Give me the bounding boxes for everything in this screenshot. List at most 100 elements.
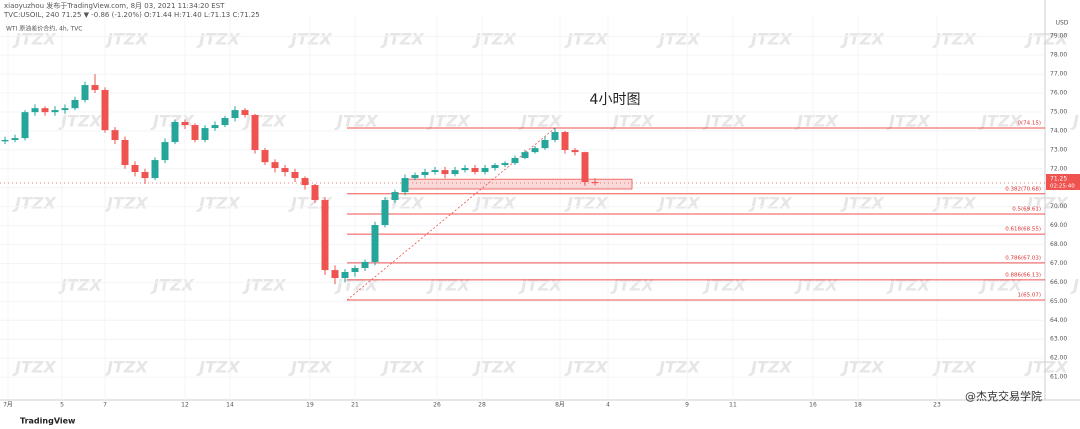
candle-body: [211, 125, 219, 129]
x-tick-label: 8月: [555, 402, 565, 409]
y-tick-label: 70.00: [1050, 203, 1067, 210]
y-tick-label: 65.00: [1050, 298, 1067, 305]
watermark: JTZX: [656, 358, 700, 377]
candle-body: [401, 178, 409, 193]
candle-body: [191, 125, 199, 140]
watermark: JTZX: [840, 358, 884, 377]
trendline: [346, 127, 556, 301]
y-tick-label: 79.00: [1050, 33, 1067, 40]
x-tick-label: 11: [729, 402, 737, 409]
watermark: JTZX: [1024, 358, 1068, 377]
watermark: JTZX: [472, 358, 516, 377]
candle-body: [131, 164, 139, 172]
watermark: JTZX: [1070, 112, 1080, 131]
plot: 61.00 62.00 63.00 64.00 65.00 66.00 67.00 68.00…: [0, 0, 1080, 409]
watermark: JTZX: [150, 276, 194, 295]
fib-label: 1(65.07): [1017, 293, 1041, 299]
fib-label: 0.886(66.13): [1005, 272, 1041, 278]
candle-body: [231, 110, 239, 119]
candle-body: [341, 271, 349, 279]
candle-body: [121, 139, 129, 165]
watermark: JTZX: [794, 112, 838, 131]
watermark: JTZX: [932, 358, 976, 377]
watermark: JTZX: [518, 112, 562, 131]
watermark: JTZX: [58, 112, 102, 131]
watermark: JTZX: [564, 30, 608, 49]
watermark: JTZX: [150, 112, 194, 131]
candle-body: [581, 152, 589, 183]
candle-body: [301, 178, 309, 186]
candle-body: [541, 139, 549, 149]
x-tick-label: 21: [351, 402, 359, 409]
candle-body: [561, 132, 569, 151]
watermark: JTZX: [564, 358, 608, 377]
candle-body: [91, 85, 99, 90]
watermark: JTZX: [104, 358, 148, 377]
candle-body: [251, 114, 259, 151]
candle-body: [331, 270, 339, 279]
watermark: JTZX: [932, 30, 976, 49]
y-tick-label: 77.00: [1050, 71, 1067, 78]
annotation: 4小时图: [590, 92, 641, 108]
countdown: 02:25:40: [1050, 183, 1075, 189]
currency: USD: [1056, 20, 1069, 27]
y-tick-label: 62.00: [1050, 355, 1067, 362]
candle-body: [291, 171, 299, 179]
y-tick-label: 66.00: [1050, 279, 1067, 286]
candle-body: [81, 85, 89, 101]
watermark: JTZX: [196, 30, 240, 49]
header-line: xiaoyuzhou 发布于TradingView.com, 8月 03, 20…: [4, 1, 225, 10]
watermark: JTZX: [748, 30, 792, 49]
x-tick-label: 18: [854, 402, 862, 409]
watermark: JTZX: [886, 276, 930, 295]
candle-body: [1, 139, 9, 142]
watermark: JTZX: [472, 194, 516, 213]
price-tag-label: 71.25: [1050, 175, 1067, 182]
candle-body: [281, 168, 289, 172]
watermark: JTZX: [334, 276, 378, 295]
y-tick-label: 73.00: [1050, 146, 1067, 153]
candle-body: [151, 160, 159, 179]
y-tick-label: 64.00: [1050, 317, 1067, 324]
x-tick-label: 26: [433, 402, 441, 409]
watermark: JTZX: [58, 276, 102, 295]
watermark: JTZX: [334, 112, 378, 131]
y-tick-label: 61.00: [1050, 374, 1067, 381]
legend-title: WTI 原油差价合约, 4h, TVC: [6, 25, 82, 33]
fib-label: 0(74.15): [1017, 121, 1041, 127]
y-tick-label: 74.00: [1050, 127, 1067, 134]
candle-body: [361, 261, 369, 269]
fib-label: 0.382(70.68): [1005, 186, 1041, 192]
candle-body: [591, 182, 599, 184]
fib-label: 0.5(69.61): [1012, 207, 1041, 213]
candle-body: [411, 175, 419, 179]
watermark: JTZX: [794, 276, 838, 295]
candle-body: [351, 268, 359, 272]
fib-label: 0.618(68.55): [1005, 227, 1041, 233]
x-tick-label: 12: [181, 402, 189, 409]
candle-body: [491, 164, 499, 169]
watermark: JTZX: [196, 358, 240, 377]
candle-body: [371, 225, 379, 262]
y-tick-label: 78.00: [1050, 52, 1067, 59]
candle-body: [181, 121, 189, 126]
candle-body: [201, 128, 209, 140]
watermark: JTZX: [656, 30, 700, 49]
y-tick-label: 63.00: [1050, 336, 1067, 343]
candle-body: [421, 171, 429, 176]
watermark: JTZX: [426, 276, 470, 295]
watermark: JTZX: [1024, 30, 1068, 49]
watermark: JTZX: [242, 276, 286, 295]
watermark: JTZX: [380, 358, 424, 377]
watermark: JTZX: [748, 358, 792, 377]
y-tick-label: 72.00: [1050, 165, 1067, 172]
watermark: JTZX: [380, 194, 424, 213]
candle-body: [321, 200, 329, 271]
watermark: JTZX: [1070, 276, 1080, 295]
watermark: JTZX: [518, 276, 562, 295]
candle-body: [501, 163, 509, 165]
candle-body: [511, 157, 519, 164]
brand: TradingView: [20, 417, 76, 426]
watermark: JTZX: [564, 194, 608, 213]
watermark: JTZX: [472, 30, 516, 49]
